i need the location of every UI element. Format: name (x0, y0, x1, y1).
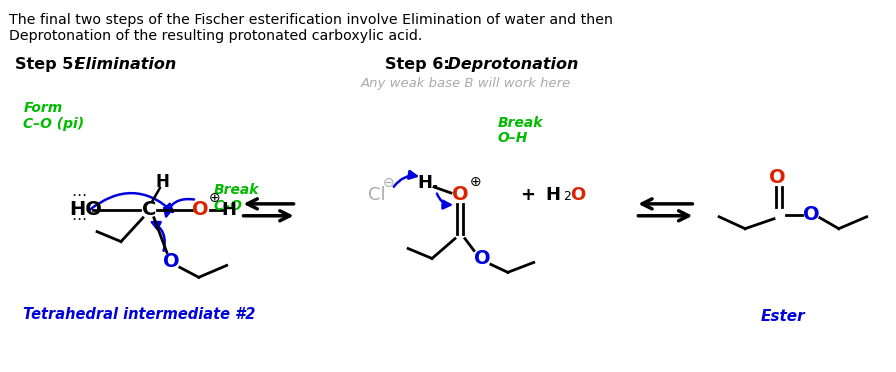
Text: ⊕: ⊕ (470, 175, 482, 189)
Text: O: O (162, 252, 179, 271)
Text: Deprotonation: Deprotonation (442, 57, 579, 72)
Text: ⊕: ⊕ (209, 191, 220, 205)
Text: +: + (521, 186, 535, 204)
FancyArrowPatch shape (393, 171, 417, 187)
Text: The final two steps of the Fischer esterification involve Elimination of water a: The final two steps of the Fischer ester… (9, 13, 614, 27)
Text: Step 6:: Step 6: (385, 57, 450, 72)
FancyArrowPatch shape (90, 193, 173, 212)
Text: Elimination: Elimination (69, 57, 177, 72)
FancyArrowPatch shape (164, 199, 194, 216)
Text: Step 5:: Step 5: (15, 57, 80, 72)
Text: O: O (803, 205, 819, 224)
Text: H: H (156, 173, 170, 191)
Text: O: O (452, 185, 469, 205)
Text: O: O (769, 167, 785, 187)
Text: O–H: O–H (498, 131, 529, 145)
Text: O: O (571, 186, 586, 204)
Text: ⋯: ⋯ (71, 212, 86, 227)
Text: Cl: Cl (368, 186, 386, 204)
Text: Deprotonation of the resulting protonated carboxylic acid.: Deprotonation of the resulting protonate… (9, 29, 423, 43)
Text: Ester: Ester (761, 309, 806, 324)
Text: Tetrahedral intermediate #2: Tetrahedral intermediate #2 (23, 307, 255, 322)
Text: Break: Break (214, 183, 259, 197)
Text: ⋯: ⋯ (71, 189, 86, 203)
Text: H: H (221, 201, 237, 219)
Text: Any weak base B will work here: Any weak base B will work here (360, 77, 571, 90)
Text: Form: Form (23, 101, 63, 115)
Text: Break: Break (498, 116, 543, 129)
FancyArrowPatch shape (437, 193, 451, 208)
Text: O: O (474, 249, 490, 268)
Text: C: C (142, 200, 156, 219)
Text: 2: 2 (563, 190, 571, 203)
Text: H: H (546, 186, 561, 204)
Text: C–O: C–O (214, 199, 243, 213)
Text: O: O (193, 200, 209, 219)
Text: HO: HO (69, 200, 102, 219)
Text: C–O (pi): C–O (pi) (23, 116, 84, 131)
FancyArrowPatch shape (152, 222, 165, 251)
Text: ⊖: ⊖ (383, 176, 394, 190)
Text: H.: H. (418, 174, 439, 192)
